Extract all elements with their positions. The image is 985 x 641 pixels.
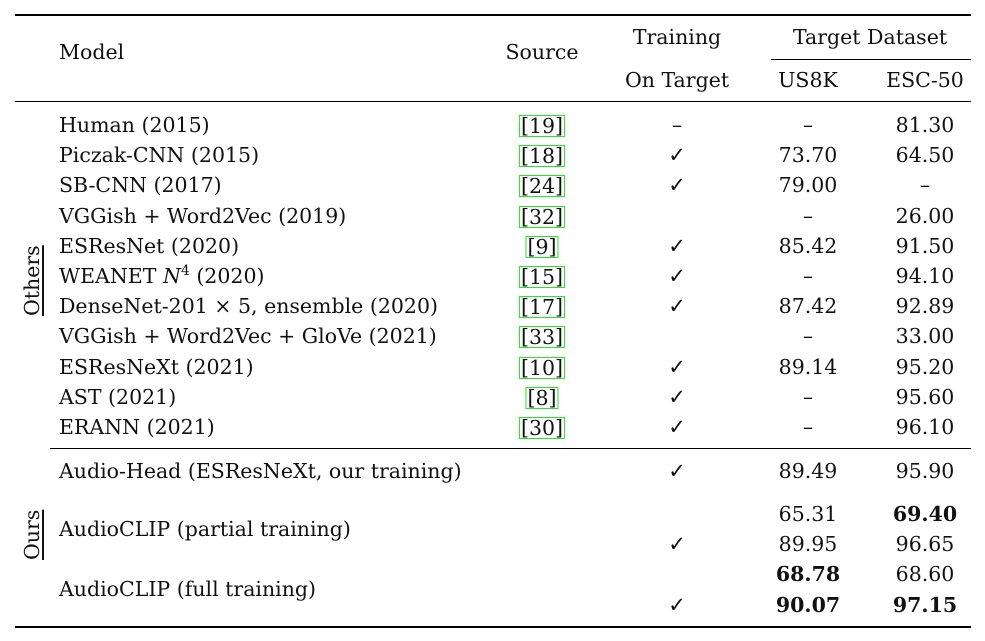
us8k-full-trained: 90.07: [775, 593, 841, 617]
top-rule: [15, 14, 971, 16]
source-citation: [24]: [518, 174, 566, 199]
esc50-value: 26.00: [895, 203, 955, 228]
source-citation: [17]: [518, 295, 566, 320]
header-training-line1: Training: [632, 25, 722, 49]
esc50-value: 95.20: [895, 354, 955, 379]
esc50-value: 33.00: [895, 324, 955, 349]
model-name: DenseNet-201 × 5, ensemble (2020): [59, 294, 438, 319]
source-citation: [10]: [518, 355, 566, 380]
training-check-audio-head: ✓: [668, 459, 686, 483]
model-name: Human (2015): [59, 113, 210, 137]
esc50-value: 94.10: [895, 264, 955, 288]
group-label-ours: Ours: [20, 509, 44, 560]
esc50-value: 81.30: [895, 113, 955, 137]
training-check: ✓: [668, 143, 686, 168]
bottom-rule: [15, 626, 971, 628]
model-name: ERANN (2021): [59, 415, 215, 439]
source-citation: [15]: [518, 265, 566, 289]
esc50-value: –: [919, 173, 931, 198]
model-name: WEANET N4 (2020): [59, 263, 265, 288]
model-audio-head: Audio-Head (ESResNeXt, our training): [59, 459, 462, 483]
esc50-partial-trained: 96.65: [895, 532, 955, 556]
training-check: ✓: [668, 233, 686, 258]
esc50-value: 92.89: [895, 294, 955, 319]
esc50-value: 95.60: [895, 384, 955, 409]
us8k-full-zero-shot: 68.78: [775, 562, 841, 586]
header-model: Model: [59, 40, 125, 64]
training-check: ✓: [668, 173, 686, 198]
us8k-value: –: [802, 264, 814, 288]
training-check: ✓: [668, 294, 686, 319]
model-name: VGGish + Word2Vec (2019): [59, 203, 347, 228]
us8k-audio-head: 89.49: [778, 459, 838, 483]
esc50-full-zero-shot: 68.60: [895, 562, 955, 586]
us8k-value: 73.70: [778, 143, 838, 168]
ours-separator-rule: [50, 448, 971, 449]
training-check: ✓: [668, 415, 686, 439]
model-name: AST (2021): [59, 384, 177, 409]
training-check-full: ✓: [668, 593, 686, 617]
us8k-value: 87.42: [778, 294, 838, 319]
us8k-value: 85.42: [778, 233, 838, 258]
us8k-value: 79.00: [778, 173, 838, 198]
training-check: ✓: [668, 264, 686, 288]
esc50-full-trained: 97.15: [892, 593, 958, 617]
training-dash: –: [671, 113, 683, 137]
source-citation: [32]: [518, 204, 566, 229]
source-citation: [19]: [518, 114, 566, 138]
source-citation: [18]: [518, 144, 566, 169]
training-check: ✓: [668, 354, 686, 379]
model-audioclip-full: AudioCLIP (full training): [59, 577, 317, 601]
header-target-dataset: Target Dataset: [792, 25, 948, 49]
source-citation: [30]: [518, 416, 566, 440]
source-citation: [33]: [518, 325, 566, 350]
model-name: ESResNeXt (2021): [59, 354, 254, 379]
us8k-value: 89.14: [778, 354, 838, 379]
source-citation: [9]: [525, 234, 559, 259]
esc50-value: 91.50: [895, 233, 955, 258]
group-label-others: Others: [20, 245, 44, 316]
us8k-value: –: [802, 203, 814, 228]
training-check-partial: ✓: [668, 532, 686, 556]
us8k-partial-trained: 89.95: [778, 532, 838, 556]
model-name: VGGish + Word2Vec + GloVe (2021): [59, 324, 437, 349]
header-us8k: US8K: [778, 68, 838, 92]
header-rule: [15, 101, 971, 102]
us8k-value: –: [802, 415, 814, 439]
model-name: Piczak-CNN (2015): [59, 143, 260, 168]
us8k-value: –: [802, 384, 814, 409]
us8k-partial-zero-shot: 65.31: [778, 502, 838, 526]
target-dataset-rule: [771, 59, 971, 60]
source-citation: [8]: [525, 385, 559, 410]
header-training-line2: On Target: [624, 68, 730, 92]
us8k-value: –: [802, 324, 814, 349]
model-audioclip-partial: AudioCLIP (partial training): [59, 517, 351, 541]
esc50-partial-zero-shot: 69.40: [892, 502, 958, 526]
model-name: ESResNet (2020): [59, 233, 240, 258]
model-name: SB-CNN (2017): [59, 173, 222, 198]
esc50-audio-head: 95.90: [895, 459, 955, 483]
esc50-value: 96.10: [895, 415, 955, 439]
us8k-value: –: [802, 113, 814, 137]
training-check: ✓: [668, 384, 686, 409]
esc50-value: 64.50: [895, 143, 955, 168]
header-source: Source: [505, 40, 579, 64]
header-esc50: ESC-50: [886, 68, 964, 92]
